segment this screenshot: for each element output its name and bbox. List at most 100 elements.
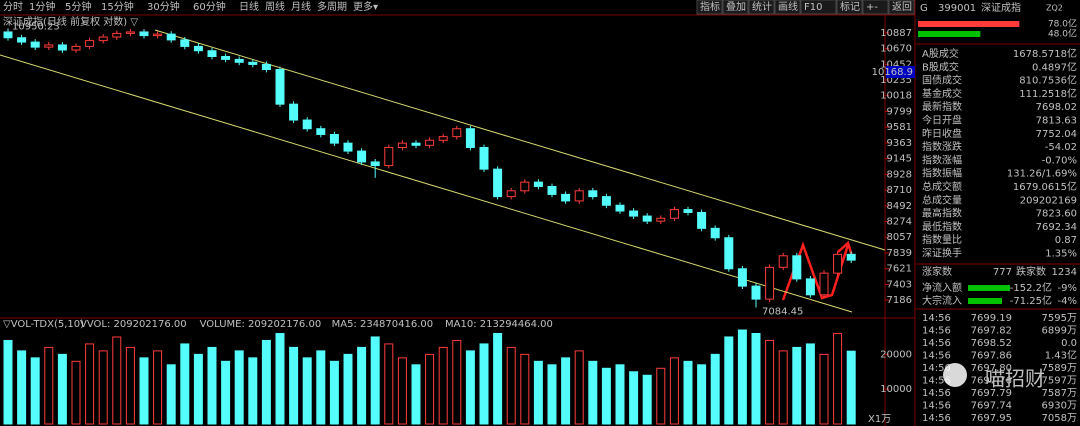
volume-bar: [125, 346, 135, 425]
tool-button[interactable]: [836, 0, 863, 15]
tool-button-label[interactable]: 标记: [840, 1, 860, 13]
volume-bar-compare: [918, 31, 981, 37]
volume-bar: [85, 343, 95, 425]
tool-button[interactable]: [748, 0, 775, 15]
tool-button-label[interactable]: 画线: [778, 0, 798, 13]
candle-body: [425, 139, 435, 146]
volume-bar: [261, 339, 271, 425]
candle-body: [180, 39, 190, 47]
timeframe-tab[interactable]: 5分钟: [65, 0, 91, 13]
tick-volume: 6930万: [1042, 401, 1077, 412]
timeframe-tab[interactable]: 1分钟: [29, 0, 55, 13]
tick-time: 14:56: [922, 401, 951, 412]
tool-button-label[interactable]: 叠加: [726, 1, 746, 13]
tool-button[interactable]: [722, 0, 749, 15]
candle-body: [601, 196, 611, 206]
tool-button-label[interactable]: F10: [804, 2, 822, 13]
tool-button[interactable]: [888, 0, 915, 15]
volume-bar: [615, 364, 625, 425]
volume-bar: [329, 360, 339, 425]
flow-indicator: [968, 285, 1010, 291]
candle-body: [98, 36, 108, 42]
quote-value: 0.4897亿: [1032, 60, 1077, 73]
quote-value: 7698.02: [1036, 102, 1077, 113]
y-tick-label: 20000: [880, 349, 912, 360]
y-tick-label: 9145: [887, 154, 912, 165]
candle-body: [343, 142, 353, 152]
timeframe-tab[interactable]: 分时: [3, 1, 23, 13]
candle-body: [846, 253, 856, 261]
volume-bar: [370, 336, 380, 425]
tick-time: 14:56: [922, 338, 951, 349]
timeframe-tab[interactable]: 30分钟: [147, 0, 180, 13]
timeframe-tab[interactable]: 周线: [265, 0, 285, 13]
candle-body: [697, 211, 707, 229]
flow-pct: -4%: [1058, 296, 1077, 307]
candle-body: [493, 168, 503, 198]
quote-label: 今日开盘: [922, 114, 962, 127]
arrow-head: [837, 240, 854, 257]
tick-volume: 7595万: [1042, 313, 1077, 324]
timeframe-tab[interactable]: 60分钟: [193, 0, 226, 13]
candle-body: [44, 44, 54, 48]
tool-button[interactable]: [800, 0, 837, 15]
candle-body: [533, 181, 543, 187]
candle-body: [248, 61, 258, 65]
breadth-value: 777: [993, 267, 1012, 278]
quote-value: 7692.34: [1036, 222, 1077, 233]
tick-time: 14:56: [922, 313, 951, 324]
candle-body: [642, 215, 652, 222]
tool-button-label[interactable]: 统计: [752, 0, 772, 13]
chart-title: 深证成指(日线 前复权 对数) ▽: [3, 15, 138, 28]
quote-value: 7813.63: [1036, 116, 1077, 127]
tick-price: 7698.52: [971, 338, 1012, 349]
candle-body: [411, 142, 421, 146]
tool-button[interactable]: [774, 0, 801, 15]
y-tick-label: 7403: [887, 279, 912, 290]
flow-pct: -9%: [1058, 283, 1077, 294]
timeframe-tab[interactable]: 多周期: [317, 0, 347, 13]
volume-bar: [724, 336, 734, 425]
candle-body: [506, 190, 516, 198]
volume-bar: [846, 350, 856, 425]
tool-button-label[interactable]: 返回: [892, 1, 912, 13]
volume-bar: [166, 364, 176, 425]
volume-bar: [248, 357, 258, 425]
volume-bar: [44, 346, 54, 425]
timeframe-tab[interactable]: 更多▾: [353, 0, 378, 13]
tool-button-label[interactable]: 指标: [700, 0, 720, 13]
tick-price: 7697.80: [971, 363, 1012, 374]
candle-body: [629, 210, 639, 217]
volume-bar: [71, 360, 81, 425]
quote-letter: G: [920, 3, 928, 14]
tool-button[interactable]: [862, 0, 889, 15]
candle-body: [71, 45, 81, 51]
volume-bar: [642, 374, 652, 425]
tool-button-label[interactable]: +-: [866, 2, 878, 13]
y-tick-label: 8274: [887, 217, 912, 228]
y-tick-label: 9799: [887, 106, 912, 117]
candle-body: [357, 150, 367, 163]
flow-label: 大宗流入: [922, 294, 962, 307]
tick-volume: 7587万: [1042, 388, 1077, 399]
volume-bar: [479, 343, 489, 425]
tool-button[interactable]: [696, 0, 723, 15]
quote-label: 指数涨跌: [922, 140, 962, 153]
volume-bar: [384, 343, 394, 425]
quote-label: 最高指数: [922, 207, 962, 220]
candle-body: [3, 31, 13, 39]
volume-bar: [207, 346, 217, 425]
volume-bar-compare: [918, 21, 1020, 27]
timeframe-tab[interactable]: 日线: [239, 0, 259, 13]
volume-bar: [98, 350, 108, 425]
volume-bar: [506, 346, 516, 425]
volume-bar: [465, 350, 475, 425]
tick-price: 7697.86: [971, 351, 1012, 362]
y-tick-label: 9363: [887, 138, 912, 149]
timeframe-tab[interactable]: 15分钟: [101, 0, 134, 13]
volume-bar: [234, 350, 244, 425]
quote-value: 7752.04: [1036, 129, 1077, 140]
volume-bar: [275, 332, 285, 425]
legend-entry: MA10: 213294464.00: [445, 319, 553, 330]
timeframe-tab[interactable]: 月线: [291, 0, 311, 13]
